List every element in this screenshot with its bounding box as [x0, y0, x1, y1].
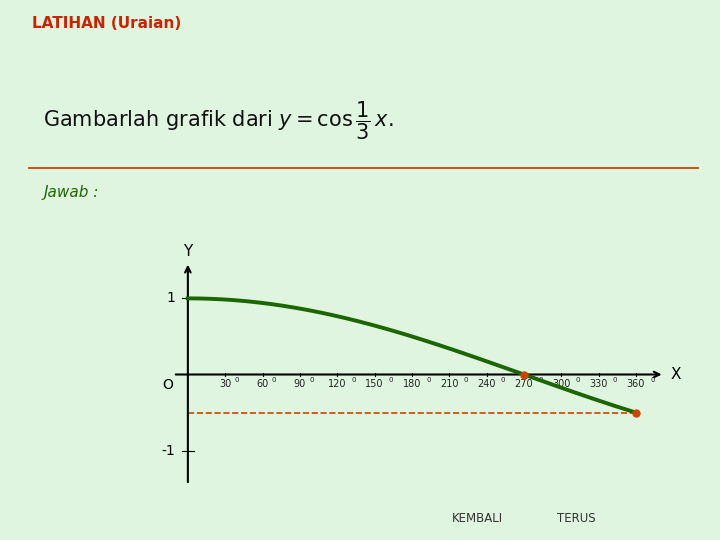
Text: 0: 0: [575, 376, 580, 383]
Text: 120: 120: [328, 380, 346, 389]
Text: X: X: [671, 367, 681, 382]
Text: 0: 0: [310, 376, 314, 383]
Text: 0: 0: [500, 376, 505, 383]
Text: 90: 90: [294, 380, 306, 389]
Text: 300: 300: [552, 380, 570, 389]
Text: O: O: [162, 377, 173, 392]
Text: 60: 60: [256, 380, 269, 389]
Text: Y: Y: [184, 244, 192, 259]
Text: 0: 0: [235, 376, 239, 383]
Text: 0: 0: [272, 376, 276, 383]
Text: 0: 0: [426, 376, 431, 383]
Text: KEMBALI: KEMBALI: [451, 512, 503, 525]
Text: 0: 0: [464, 376, 468, 383]
Text: LATIHAN (Uraian): LATIHAN (Uraian): [32, 16, 181, 31]
Text: -1: -1: [162, 444, 176, 457]
Text: 180: 180: [402, 380, 421, 389]
Text: 0: 0: [613, 376, 617, 383]
Text: 240: 240: [477, 380, 496, 389]
Text: 0: 0: [650, 376, 654, 383]
Text: 210: 210: [440, 380, 459, 389]
Text: 30: 30: [219, 380, 231, 389]
Text: 0: 0: [538, 376, 543, 383]
Text: Gambarlah grafik dari $y = \cos \dfrac{1}{3}\,x.$: Gambarlah grafik dari $y = \cos \dfrac{1…: [43, 99, 394, 141]
Text: 330: 330: [590, 380, 608, 389]
Text: 1: 1: [166, 292, 176, 306]
Text: 270: 270: [515, 380, 534, 389]
Text: 0: 0: [389, 376, 393, 383]
Text: TERUS: TERUS: [557, 512, 595, 525]
Text: 0: 0: [351, 376, 356, 383]
Text: 150: 150: [365, 380, 384, 389]
Text: 360: 360: [626, 380, 645, 389]
Text: Jawab :: Jawab :: [43, 185, 99, 200]
